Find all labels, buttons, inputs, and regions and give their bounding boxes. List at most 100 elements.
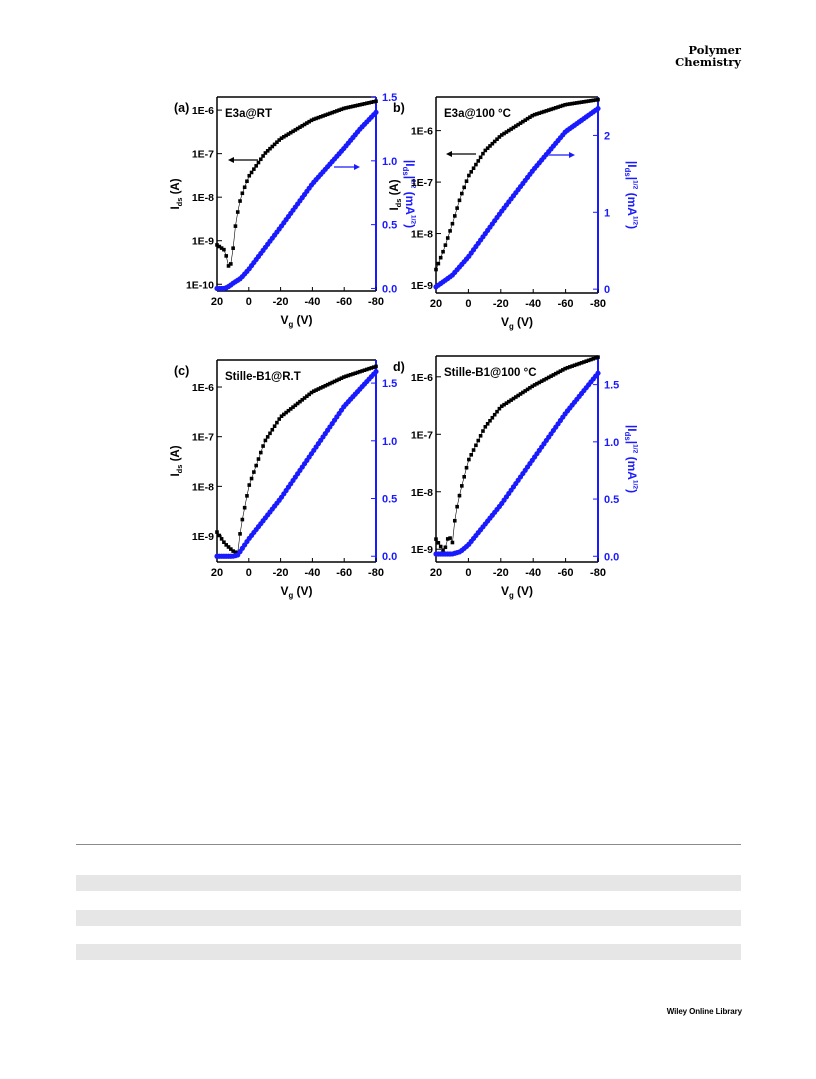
data-point-left [575,101,579,105]
data-point-left [434,537,438,541]
data-point-left [249,476,254,481]
data-point-left [481,151,485,156]
data-point-left [371,99,376,104]
data-point-left [307,392,311,397]
panel-inset-title: Stille-B1@R.T [225,371,301,383]
data-point-left [344,374,348,379]
data-point-left [438,255,443,260]
data-point-left [438,544,443,549]
data-point-left [277,138,282,142]
data-point-left [263,151,268,155]
data-point-left [295,126,300,131]
data-point-left [238,199,242,203]
data-point-left [335,109,339,113]
y-right-tick-label: 0.5 [382,220,397,232]
data-point-left [318,114,323,119]
x-tick-label: -80 [368,567,384,579]
data-point-left [467,457,471,462]
data-point-left [307,119,311,124]
data-point-left [240,191,245,196]
journal-header: Polymer Chemistry [675,44,741,68]
data-point-left [305,121,309,125]
data-point-left [252,167,256,171]
data-point-left [314,388,318,392]
data-point-left [291,129,295,134]
table-shaded-row [76,944,741,960]
data-point-right [373,368,379,375]
data-point-left [443,545,448,550]
data-point-left [275,140,279,144]
data-point-left [247,483,252,487]
data-point-left [291,405,295,409]
data-point-left [483,148,488,153]
data-point-left [495,409,499,414]
data-point-left [318,386,323,390]
x-tick-label: 20 [430,567,442,579]
y-left-tick-label: 1E-7 [192,432,214,444]
journal-name-line2: Chemistry [675,55,741,69]
data-point-left [360,102,364,107]
data-point-left [268,146,272,151]
data-point-left [481,429,485,433]
data-point-left [586,358,591,363]
data-point-left [516,122,520,127]
data-point-left [261,444,265,448]
data-point-left [450,540,455,545]
data-point-left [445,236,450,240]
data-point-left [279,136,284,140]
data-point-left [229,262,233,266]
data-point-left [528,115,532,120]
data-point-left [452,214,457,218]
data-point-left [362,101,367,106]
data-point-left [577,361,582,366]
data-point-left [462,475,466,479]
data-point-left [474,443,478,448]
data-point-left [553,106,558,110]
data-point-left [288,407,293,411]
data-point-left [300,398,305,402]
data-point-left [346,373,351,378]
y-right-tick-label: 0.0 [382,551,397,563]
data-point-left [469,452,474,457]
panel-label: (a) [174,101,189,115]
data-point-left [443,243,448,247]
series-line-left [216,100,377,267]
panel-inset-title: E3a@RT [225,108,272,120]
x-tick-label: -40 [525,567,541,579]
x-tick-label: -40 [304,296,320,308]
data-point-left [535,112,539,116]
x-tick-label: 0 [246,296,252,308]
data-point-left [572,363,577,368]
data-point-left [330,110,335,115]
data-point-left [233,550,238,554]
data-point-left [284,410,288,415]
data-point-left [525,116,530,121]
data-point-left [457,198,462,203]
data-point-left [544,376,549,381]
data-point-left [448,229,452,233]
data-point-left [265,149,270,153]
y-left-tick-label: 1E-9 [411,544,433,556]
data-point-left [528,386,532,390]
data-point-left [295,401,300,406]
data-point-left [483,425,488,429]
data-point-left [263,438,268,443]
data-point-left [455,504,459,509]
data-point-left [575,362,579,367]
x-tick-label: 0 [465,567,471,579]
x-tick-label: -80 [590,298,606,310]
data-point-left [509,127,513,131]
data-point-left [586,99,591,103]
data-point-left [532,112,537,117]
data-point-left [504,130,509,134]
data-point-left [455,206,459,210]
data-point-left [337,108,341,112]
data-point-left [242,185,247,190]
data-point-left [558,104,563,109]
data-point-left [224,543,229,547]
x-tick-label: 20 [430,298,442,310]
y-left-tick-label: 1E-8 [411,487,433,499]
data-point-left [488,144,492,148]
data-point-left [556,105,560,109]
data-point-left [358,369,362,374]
